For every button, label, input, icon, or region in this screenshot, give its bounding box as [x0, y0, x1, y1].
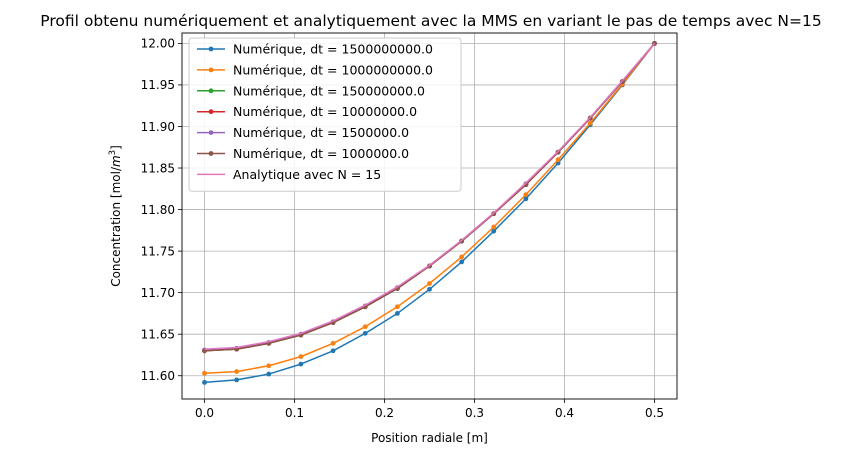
series-2-point: [427, 281, 432, 286]
legend-entry-label: Numérique, dt = 1000000.0: [233, 146, 409, 161]
x-tick-label: 0.3: [465, 406, 484, 420]
legend-swatch-marker: [208, 67, 214, 73]
series-2-point: [298, 354, 304, 360]
legend-entry-label: Numérique, dt = 1500000000.0: [233, 42, 433, 57]
plot-frame: [181, 32, 678, 400]
legend-swatch-marker: [208, 130, 214, 136]
series-1-point: [491, 228, 497, 234]
y-axis-label: Concentration [mol/m3]: [108, 145, 123, 287]
series-1-point: [298, 361, 304, 367]
legend-swatch-marker: [208, 109, 214, 115]
x-tick-label: 0.0: [195, 406, 214, 420]
series-2-point: [202, 370, 207, 376]
series-1-point: [459, 259, 465, 265]
legend-entry-label: Analytique avec N = 15: [233, 167, 381, 182]
x-tick-label: 0.2: [375, 406, 394, 420]
series-2-point: [234, 369, 240, 374]
series-2-point: [491, 224, 497, 230]
y-axis-label-exponent: 3: [108, 150, 118, 155]
series-2-point: [394, 304, 400, 310]
x-tick-label: 0.1: [285, 406, 304, 420]
y-tick-label: 11.60: [141, 369, 175, 383]
y-tick-label: 11.90: [141, 120, 175, 134]
legend-box: [188, 37, 462, 192]
series-2-point: [266, 363, 272, 369]
series-1-point: [266, 371, 272, 377]
chart-title: Profil obtenu numériquement et analytiqu…: [40, 12, 821, 30]
legend-entry-label: Numérique, dt = 150000000.0: [233, 83, 425, 98]
y-tick-label: 11.95: [141, 78, 175, 92]
legend-entry-label: Numérique, dt = 10000000.0: [233, 104, 417, 119]
legend-entry-label: Numérique, dt = 1500000.0: [233, 125, 409, 140]
y-tick-label: 11.65: [141, 327, 175, 341]
x-tick-label: 0.4: [555, 406, 574, 420]
axis-ticks: 0.0 0.1 0.2 0.3 0.4 0.5 11.60 11.65 11.70 11.75 11…: [141, 37, 664, 420]
y-tick-label: 12.00: [141, 37, 175, 51]
series-1-point: [394, 311, 400, 316]
series-1-point: [202, 379, 207, 385]
series-1-point: [330, 348, 336, 354]
y-tick-label: 11.70: [141, 286, 175, 300]
series-2-point: [362, 324, 368, 330]
y-tick-label: 11.80: [141, 203, 175, 217]
y-axis-label-main: Concentration [mol/: [109, 166, 123, 287]
legend-swatch-marker: [208, 151, 214, 156]
y-tick-label: 11.85: [141, 161, 175, 175]
series-2-point: [587, 120, 593, 126]
x-tick-label: 0.5: [645, 406, 664, 420]
legend-swatch-marker: [208, 88, 214, 94]
plot-series: [202, 40, 657, 385]
x-axis-label: Position radiale [m]: [371, 431, 488, 445]
series-2-point: [330, 340, 336, 346]
series-1-point: [523, 196, 529, 202]
y-axis-label-close: ]: [109, 145, 123, 150]
series-2-point: [555, 157, 561, 163]
legend: Numérique, dt = 1500000000.0 Numérique, d…: [188, 37, 462, 192]
series-1-point: [362, 330, 368, 336]
legend-entry-label: Numérique, dt = 1000000000.0: [233, 62, 433, 77]
series-1-point: [234, 377, 240, 383]
series-2-point: [523, 192, 529, 198]
series-1-point: [427, 286, 432, 292]
series-line-7: [204, 42, 656, 350]
series-2-point: [459, 254, 465, 260]
legend-swatch-marker: [208, 46, 214, 52]
y-tick-label: 11.75: [141, 244, 175, 258]
y-axis-label-unit: m: [109, 155, 123, 167]
